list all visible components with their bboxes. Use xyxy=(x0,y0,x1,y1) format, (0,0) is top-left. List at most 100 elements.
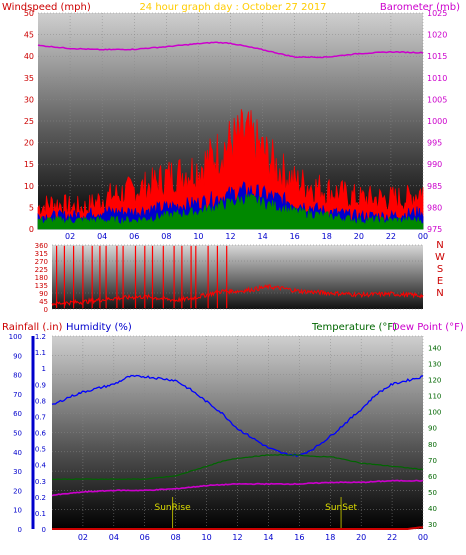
temperature-tick: 140 xyxy=(428,344,441,352)
direction-tick: 45 xyxy=(39,298,48,306)
rainfall-tick: 0.7 xyxy=(35,413,46,421)
windspeed-tick: 25 xyxy=(24,117,34,126)
hour-tick: 16 xyxy=(290,232,300,241)
windspeed-tick: 35 xyxy=(24,74,34,83)
hour-tick: 08 xyxy=(161,232,171,241)
rainfall-tick: 1.1 xyxy=(35,349,46,357)
temperature-tick: 50 xyxy=(428,489,437,497)
humidity-tick: 70 xyxy=(13,391,22,399)
barometer-tick: 1020 xyxy=(427,31,447,40)
windspeed-tick: 40 xyxy=(24,52,34,61)
wind-series xyxy=(37,41,424,230)
temperature-line xyxy=(51,454,424,481)
hour-tick: 14 xyxy=(263,533,273,542)
direction-tick: 90 xyxy=(39,290,48,298)
direction-tick: 135 xyxy=(35,282,48,290)
compass-label: N xyxy=(436,288,443,299)
hour-tick: 18 xyxy=(322,232,332,241)
rainfall-tick: 0.2 xyxy=(35,494,46,502)
humidity-tick: 50 xyxy=(13,430,22,438)
hour-tick: 10 xyxy=(201,533,211,542)
windspeed-tick: 10 xyxy=(24,182,34,191)
rainfall-label: Rainfall (.in) xyxy=(2,322,63,333)
rainfall-line xyxy=(52,526,423,530)
barometer-tick: 1005 xyxy=(427,95,447,104)
dewpoint-line xyxy=(51,479,424,497)
temperature-tick: 40 xyxy=(428,505,437,513)
windspeed-tick: 0 xyxy=(29,225,34,234)
humidity-tick: 80 xyxy=(13,372,22,380)
rainfall-tick: 0.6 xyxy=(35,430,47,438)
windspeed-tick: 30 xyxy=(24,95,34,104)
barometer-tick: 1000 xyxy=(427,117,447,126)
barometer-tick: 1010 xyxy=(427,74,447,83)
temp-series xyxy=(51,374,424,530)
hour-tick: 00 xyxy=(418,533,428,542)
hour-tick: 04 xyxy=(97,232,107,241)
direction-tick: 180 xyxy=(35,274,48,282)
compass-label: S xyxy=(437,264,443,275)
direction-tick: 360 xyxy=(35,242,48,250)
gust-line xyxy=(37,109,424,230)
barometer-line xyxy=(37,41,424,59)
rainfall-tick: 0.3 xyxy=(35,478,46,486)
hour-tick: 06 xyxy=(140,533,150,542)
rainfall-tick: 0.9 xyxy=(35,381,46,389)
hour-tick: 02 xyxy=(78,533,88,542)
barometer-tick: 990 xyxy=(427,160,442,169)
windspeed-tick: 15 xyxy=(24,160,34,169)
temperature-tick: 110 xyxy=(428,393,441,401)
hour-tick: 06 xyxy=(129,232,139,241)
rainfall-tick: 0.8 xyxy=(35,397,46,405)
compass-label: N xyxy=(436,240,443,251)
temperature-tick: 60 xyxy=(428,473,437,481)
rainfall-tick: 0 xyxy=(42,526,46,534)
windspeed-tick: 50 xyxy=(24,9,34,18)
temperature-tick: 90 xyxy=(428,425,437,433)
wind_green-line xyxy=(37,193,424,230)
date-label: 24 hour graph day : October 27 2017 xyxy=(139,2,326,13)
windspeed-label: Windspeed (mph) xyxy=(2,2,91,13)
barometer-tick: 1015 xyxy=(427,52,447,61)
windspeed-tick: 5 xyxy=(29,203,34,212)
hour-tick: 10 xyxy=(193,232,203,241)
hour-tick: 02 xyxy=(65,232,75,241)
humidity-tick: 30 xyxy=(13,468,22,476)
barometer-label: Barometer (mb) xyxy=(380,2,460,13)
temperature-tick: 80 xyxy=(428,441,437,449)
sunrise-label: SunRise xyxy=(155,503,192,513)
direction-tick: 315 xyxy=(35,250,48,258)
direction-series xyxy=(51,245,424,309)
hour-tick: 20 xyxy=(356,533,366,542)
barometer-tick: 975 xyxy=(427,225,442,234)
barometer-tick: 985 xyxy=(427,182,442,191)
compass-label: E xyxy=(437,276,443,287)
barometer-tick: 1025 xyxy=(427,9,447,18)
wind-axes: 0510152025303540455097598098599099510001… xyxy=(24,9,448,241)
rainfall-tick: 1 xyxy=(42,365,46,373)
hour-tick: 12 xyxy=(232,533,242,542)
temperature-tick: 30 xyxy=(428,521,437,529)
sunset-label: SunSet xyxy=(325,503,357,513)
humidity-label: Humidity (%) xyxy=(66,322,132,333)
direction-tick: 225 xyxy=(35,266,48,274)
windspeed-tick: 45 xyxy=(24,31,34,40)
humidity-tick: 20 xyxy=(13,487,22,495)
direction-grid xyxy=(52,244,423,310)
humidity-tick: 40 xyxy=(13,449,22,457)
compass-label: W xyxy=(435,252,445,263)
humidity-tick: 0 xyxy=(18,526,22,534)
humidity-tick: 60 xyxy=(13,410,22,418)
temperature-tick: 70 xyxy=(428,457,437,465)
barometer-tick: 980 xyxy=(427,203,442,212)
hour-tick: 20 xyxy=(354,232,364,241)
hour-tick: 00 xyxy=(418,232,428,241)
hour-tick: 14 xyxy=(257,232,267,241)
humidity-tick: 10 xyxy=(13,507,22,515)
temperature-tick: 130 xyxy=(428,360,441,368)
humidity-tick: 100 xyxy=(9,333,22,341)
temperature-tick: 120 xyxy=(428,376,441,384)
hour-tick: 08 xyxy=(171,533,181,542)
